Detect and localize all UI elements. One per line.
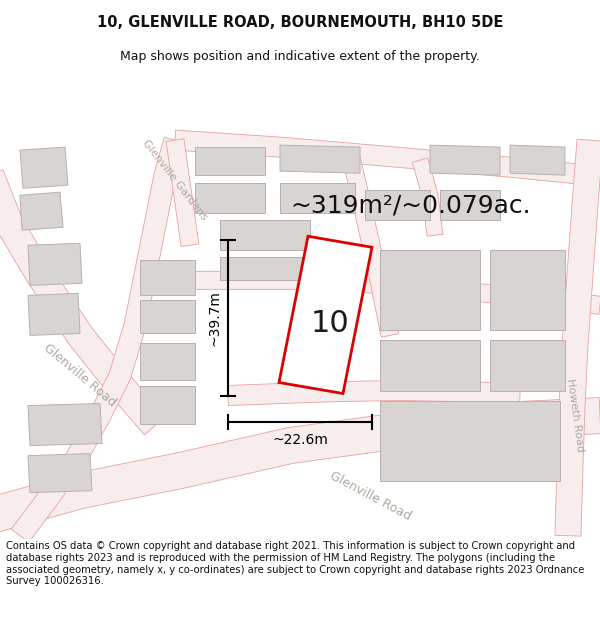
Polygon shape [155, 271, 600, 314]
Polygon shape [430, 145, 500, 175]
Polygon shape [412, 158, 443, 236]
Polygon shape [341, 151, 399, 338]
Polygon shape [227, 381, 520, 406]
Polygon shape [490, 250, 565, 331]
Polygon shape [380, 401, 560, 481]
Polygon shape [195, 147, 265, 175]
Polygon shape [279, 236, 372, 394]
Polygon shape [28, 293, 80, 336]
Polygon shape [220, 258, 310, 281]
Text: Map shows position and indicative extent of the property.: Map shows position and indicative extent… [120, 50, 480, 62]
Text: Glenville Road: Glenville Road [41, 341, 119, 409]
Polygon shape [510, 145, 565, 175]
Polygon shape [380, 341, 480, 391]
Polygon shape [220, 220, 310, 250]
Polygon shape [555, 139, 600, 536]
Polygon shape [280, 183, 355, 213]
Polygon shape [280, 145, 360, 173]
Polygon shape [140, 260, 195, 296]
Polygon shape [28, 243, 82, 286]
Text: ~39.7m: ~39.7m [207, 290, 221, 346]
Polygon shape [490, 341, 565, 391]
Polygon shape [20, 192, 63, 230]
Polygon shape [140, 386, 195, 424]
Polygon shape [28, 454, 92, 493]
Polygon shape [20, 147, 68, 188]
Polygon shape [140, 343, 195, 381]
Polygon shape [195, 183, 265, 213]
Polygon shape [166, 139, 199, 246]
Polygon shape [380, 250, 480, 331]
Text: ~319m²/~0.079ac.: ~319m²/~0.079ac. [290, 193, 530, 218]
Text: 10, GLENVILLE ROAD, BOURNEMOUTH, BH10 5DE: 10, GLENVILLE ROAD, BOURNEMOUTH, BH10 5D… [97, 15, 503, 30]
Polygon shape [28, 404, 102, 446]
Text: Howeth Road: Howeth Road [565, 378, 585, 453]
Polygon shape [0, 170, 166, 435]
Polygon shape [175, 130, 600, 187]
Polygon shape [365, 190, 430, 220]
Polygon shape [140, 301, 195, 333]
Text: Contains OS data © Crown copyright and database right 2021. This information is : Contains OS data © Crown copyright and d… [6, 541, 584, 586]
Text: Glenville Road: Glenville Road [327, 469, 413, 522]
Polygon shape [11, 137, 185, 542]
Text: Glenville Gardens: Glenville Gardens [140, 138, 209, 222]
Text: ~22.6m: ~22.6m [272, 432, 328, 447]
Polygon shape [0, 398, 600, 533]
Polygon shape [440, 190, 500, 220]
Text: 10: 10 [311, 309, 349, 338]
